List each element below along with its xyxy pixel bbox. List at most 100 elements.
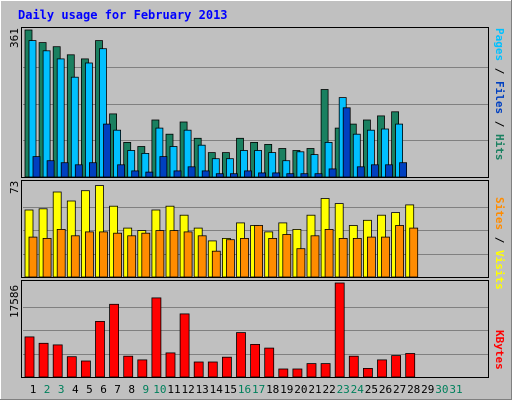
day-label-5: 5 bbox=[86, 383, 93, 396]
bar-pages-day-8 bbox=[131, 170, 140, 178]
day-label-19: 19 bbox=[280, 383, 293, 396]
day-label-13: 13 bbox=[196, 383, 209, 396]
bar-pages-day-20 bbox=[300, 173, 309, 178]
bar-sites-day-1 bbox=[28, 236, 38, 278]
bar-kbytes-day-8 bbox=[123, 355, 134, 378]
legend-hits: Hits bbox=[493, 134, 506, 161]
bar-files-day-13 bbox=[197, 144, 206, 178]
bar-sites-day-12 bbox=[183, 231, 193, 278]
bar-sites-day-7 bbox=[113, 232, 122, 278]
bottom-right-legend: KBytes bbox=[493, 330, 506, 370]
bar-files-day-19 bbox=[282, 160, 291, 178]
bar-files-day-22 bbox=[324, 141, 333, 178]
bar-files-day-1 bbox=[28, 40, 37, 178]
bar-pages-day-26 bbox=[385, 164, 393, 178]
bar-kbytes-day-21 bbox=[306, 363, 317, 378]
bar-sites-day-26 bbox=[381, 236, 390, 278]
bar-pages-day-27 bbox=[399, 162, 408, 178]
bar-kbytes-day-9 bbox=[137, 359, 148, 378]
bar-sites-day-3 bbox=[56, 228, 66, 278]
bar-files-day-17 bbox=[254, 150, 263, 178]
day-label-18: 18 bbox=[266, 383, 279, 396]
bar-kbytes-day-14 bbox=[207, 361, 218, 378]
day-label-16: 16 bbox=[238, 383, 251, 396]
bar-sites-day-19 bbox=[282, 234, 292, 278]
legend-sep-3: / bbox=[493, 230, 506, 250]
bar-pages-day-4 bbox=[74, 164, 83, 178]
bar-kbytes-day-26 bbox=[377, 359, 387, 378]
bar-kbytes-day-20 bbox=[292, 368, 303, 378]
middle-right-legend: Sites / Visits bbox=[493, 197, 506, 290]
bar-sites-day-16 bbox=[240, 237, 249, 278]
bar-files-day-12 bbox=[183, 129, 192, 178]
bar-pages-day-21 bbox=[314, 173, 323, 178]
bar-sites-day-9 bbox=[141, 232, 151, 278]
day-label-28: 28 bbox=[407, 383, 420, 396]
bar-pages-day-15 bbox=[229, 173, 238, 178]
top-right-legend: Pages / Files / Hits bbox=[493, 28, 506, 161]
bar-files-day-27 bbox=[395, 123, 404, 178]
bar-kbytes-day-3 bbox=[52, 344, 63, 378]
legend-files: Files bbox=[493, 81, 506, 114]
bar-pages-day-11 bbox=[173, 170, 182, 178]
bar-pages-day-16 bbox=[244, 170, 252, 178]
bar-files-day-14 bbox=[211, 158, 220, 178]
bar-sites-day-28 bbox=[409, 227, 419, 278]
bar-files-day-2 bbox=[42, 50, 51, 178]
bar-files-day-20 bbox=[296, 151, 305, 178]
bar-kbytes-day-15 bbox=[221, 356, 232, 378]
legend-visits: Visits bbox=[493, 250, 506, 290]
top-ymax-label: 361 bbox=[8, 28, 21, 48]
bar-kbytes-day-24 bbox=[348, 355, 359, 378]
day-label-31: 31 bbox=[449, 383, 462, 396]
chart-title: Daily usage for February 2013 bbox=[18, 8, 228, 22]
bar-sites-day-15 bbox=[225, 239, 235, 278]
day-label-4: 4 bbox=[72, 383, 79, 396]
day-label-7: 7 bbox=[114, 383, 121, 396]
bar-pages-day-6 bbox=[103, 123, 111, 178]
day-label-1: 1 bbox=[30, 383, 37, 396]
bar-files-day-25 bbox=[366, 129, 375, 178]
bar-pages-day-14 bbox=[215, 173, 224, 178]
bar-marks bbox=[24, 29, 419, 378]
bar-files-day-15 bbox=[225, 158, 234, 178]
bar-pages-day-24 bbox=[356, 166, 365, 178]
bar-kbytes-day-13 bbox=[193, 361, 204, 378]
bar-kbytes-day-22 bbox=[320, 363, 331, 378]
day-label-17: 17 bbox=[252, 383, 265, 396]
bar-sites-day-24 bbox=[352, 237, 362, 278]
day-label-2: 2 bbox=[44, 383, 51, 396]
bar-sites-day-13 bbox=[197, 235, 207, 278]
day-label-3: 3 bbox=[58, 383, 65, 396]
bar-files-day-10 bbox=[155, 127, 164, 178]
bar-files-day-7 bbox=[113, 129, 121, 178]
bar-kbytes-day-27 bbox=[391, 355, 402, 378]
bar-files-day-24 bbox=[352, 133, 361, 178]
bar-kbytes-day-23 bbox=[334, 282, 345, 378]
bar-pages-day-2 bbox=[46, 160, 55, 178]
day-label-25: 25 bbox=[365, 383, 378, 396]
day-label-24: 24 bbox=[351, 383, 365, 396]
legend-pages: Pages bbox=[493, 28, 506, 61]
bar-pages-day-10 bbox=[159, 156, 168, 178]
bar-kbytes-day-11 bbox=[165, 352, 176, 378]
bar-kbytes-day-1 bbox=[24, 336, 35, 378]
day-label-23: 23 bbox=[337, 383, 350, 396]
bar-files-day-9 bbox=[141, 152, 150, 178]
bar-sites-day-18 bbox=[268, 237, 278, 278]
day-label-14: 14 bbox=[210, 383, 224, 396]
day-label-6: 6 bbox=[100, 383, 107, 396]
bar-files-day-21 bbox=[310, 154, 319, 178]
bar-kbytes-day-28 bbox=[405, 353, 416, 378]
day-label-27: 27 bbox=[393, 383, 406, 396]
bar-kbytes-day-7 bbox=[109, 303, 119, 378]
bar-pages-day-23 bbox=[342, 107, 351, 178]
bar-kbytes-day-17 bbox=[250, 343, 261, 378]
bar-pages-day-7 bbox=[117, 164, 125, 178]
bar-pages-day-9 bbox=[145, 171, 154, 178]
bar-pages-day-3 bbox=[60, 162, 69, 178]
bar-sites-day-8 bbox=[127, 235, 137, 278]
bar-files-day-4 bbox=[70, 76, 79, 178]
bar-kbytes-day-12 bbox=[179, 313, 190, 378]
